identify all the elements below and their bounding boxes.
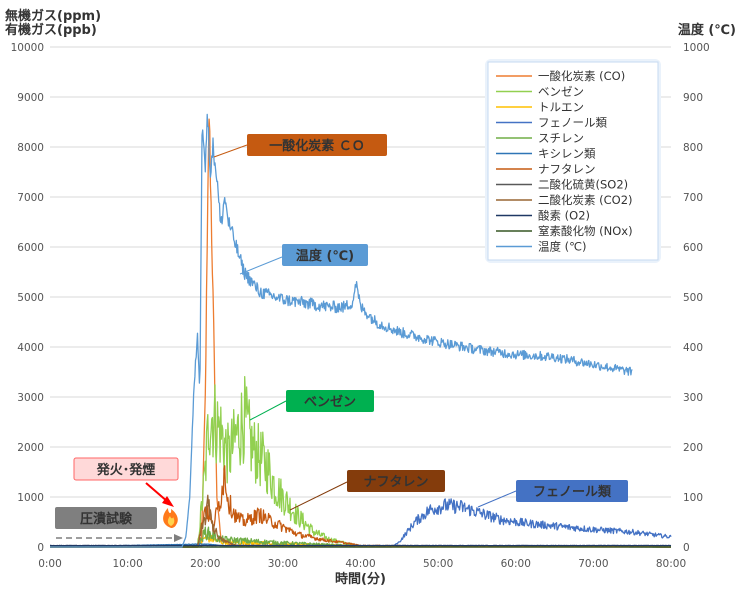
y-right-tick-label: 800 — [683, 142, 703, 154]
y-right-axis-title: 温度 (℃) — [678, 22, 736, 38]
annotation-label: 温度 (℃) — [296, 248, 354, 264]
legend-entry: ベンゼン — [538, 85, 584, 99]
y-right-tick-label: 700 — [683, 192, 703, 204]
axes: 0100020003000400050006000700080009000100… — [11, 42, 710, 570]
annotation-box — [282, 244, 368, 266]
annotation-label: ナフタレン — [363, 475, 428, 490]
annotation-leader — [249, 400, 287, 421]
y-right-tick-label: 600 — [683, 242, 703, 254]
annotation-label: 発火･発煙 — [96, 462, 156, 478]
x-tick-label: 30:00 — [268, 558, 298, 570]
annotation-leader — [213, 144, 248, 158]
axis-labels: 無機ガス(ppm)有機ガス(ppb) 温度 (℃) 時間(分) — [5, 8, 736, 587]
fire-inner-icon — [167, 516, 175, 526]
y-right-tick-label: 100 — [683, 492, 703, 504]
legend-entry: 一酸化炭素 (CO) — [538, 69, 625, 83]
legend-entry: 二酸化炭素 (CO2) — [538, 193, 633, 207]
y-left-axis-title: 無機ガス(ppm) — [5, 8, 101, 24]
y-left-tick-label: 0 — [37, 542, 44, 554]
y-left-tick-label: 10000 — [11, 42, 44, 54]
x-tick-label: 80:00 — [656, 558, 686, 570]
y-right-tick-label: 1000 — [683, 42, 710, 54]
legend-box — [487, 61, 659, 261]
annotation-box — [516, 480, 628, 502]
y-left-tick-label: 5000 — [17, 292, 44, 304]
x-tick-label: 50:00 — [423, 558, 453, 570]
legend-entry: スチレン — [538, 131, 584, 145]
y-right-tick-label: 0 — [683, 542, 690, 554]
y-left-tick-label: 4000 — [17, 342, 44, 354]
annotation-leader — [289, 481, 348, 511]
y-left-tick-label: 1000 — [17, 492, 44, 504]
y-left-axis-title: 有機ガス(ppb) — [5, 22, 97, 38]
annotation-box — [347, 470, 445, 492]
legend-entry: フェノール類 — [538, 116, 607, 130]
arrow-icon — [145, 482, 169, 503]
legend-entry: 二酸化硫黄(SO2) — [538, 178, 628, 192]
annotation-leader — [477, 490, 517, 508]
series-line — [49, 526, 672, 548]
arrow-head-icon — [162, 496, 174, 507]
annotation-leader — [239, 256, 283, 275]
y-left-tick-label: 7000 — [17, 192, 44, 204]
x-axis-title: 時間(分) — [335, 571, 386, 587]
annotation-label: ベンゼン — [304, 394, 356, 410]
annotation-box — [286, 390, 374, 412]
y-right-tick-label: 300 — [683, 392, 703, 404]
legend-entry: 温度 (℃) — [538, 240, 587, 254]
annotation-label: フェノール類 — [533, 485, 612, 500]
y-left-tick-label: 2000 — [17, 442, 44, 454]
y-left-tick-label: 8000 — [17, 142, 44, 154]
legend: 一酸化炭素 (CO) ベンゼントルエンフェノール類スチレンキシレン類ナフタレン二酸… — [485, 59, 661, 263]
x-tick-label: 10:00 — [112, 558, 142, 570]
y-left-tick-label: 9000 — [17, 92, 44, 104]
y-left-tick-label: 6000 — [17, 242, 44, 254]
series-lines — [49, 113, 672, 548]
y-right-tick-label: 400 — [683, 342, 703, 354]
x-tick-label: 70:00 — [578, 558, 608, 570]
y-right-tick-label: 900 — [683, 92, 703, 104]
legend-entry: ナフタレン — [538, 162, 596, 176]
annotation-box — [247, 134, 387, 156]
annotation-box — [73, 457, 179, 481]
x-tick-label: 60:00 — [501, 558, 531, 570]
annotation-box — [55, 507, 157, 529]
legend-entry: 窒素酸化物 (NOx) — [538, 224, 633, 238]
annotation-label: 一酸化炭素 ＣＯ — [269, 138, 365, 154]
x-tick-label: 40:00 — [345, 558, 375, 570]
y-right-tick-label: 500 — [683, 292, 703, 304]
x-tick-label: 0:00 — [38, 558, 62, 570]
y-left-tick-label: 3000 — [17, 392, 44, 404]
timeline-arrow-head-icon — [174, 534, 183, 542]
x-tick-label: 20:00 — [190, 558, 220, 570]
annotation-label: 圧潰試験 — [80, 511, 133, 527]
y-right-tick-label: 200 — [683, 442, 703, 454]
legend-entry: トルエン — [538, 100, 584, 114]
legend-entry: キシレン類 — [538, 147, 596, 161]
legend-entry: 酸素 (O2) — [538, 209, 590, 223]
series-line — [49, 113, 633, 548]
